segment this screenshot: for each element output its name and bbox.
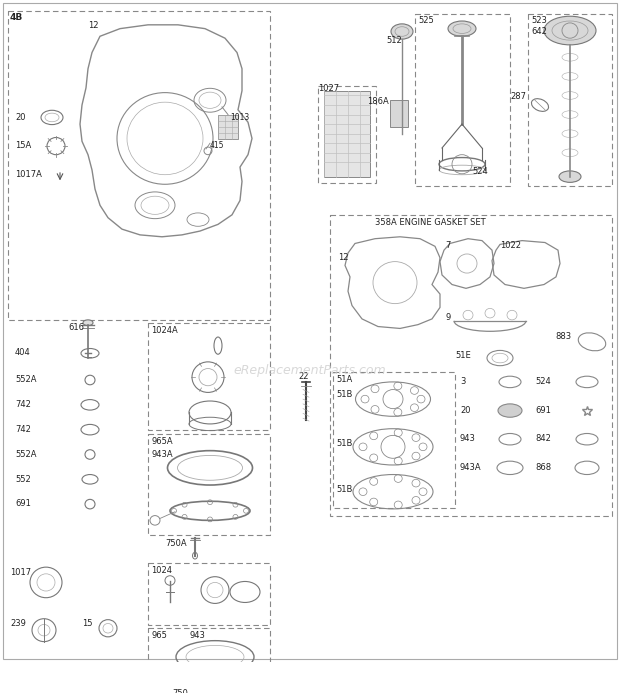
Ellipse shape <box>544 16 596 45</box>
FancyBboxPatch shape <box>324 91 370 177</box>
Text: 20: 20 <box>15 113 25 122</box>
Text: 358A ENGINE GASKET SET: 358A ENGINE GASKET SET <box>374 218 485 227</box>
Text: 965: 965 <box>151 631 167 640</box>
Text: eReplacementParts.com: eReplacementParts.com <box>234 364 386 377</box>
Text: 691: 691 <box>15 500 31 509</box>
Text: 22: 22 <box>298 372 309 381</box>
Text: 287: 287 <box>510 91 526 100</box>
Ellipse shape <box>391 24 413 39</box>
Text: 524: 524 <box>535 377 551 386</box>
Text: 742: 742 <box>15 425 31 434</box>
Text: 1017A: 1017A <box>15 170 42 179</box>
Text: 20: 20 <box>460 406 471 415</box>
Text: 742: 742 <box>15 400 31 409</box>
Text: 868: 868 <box>535 463 551 472</box>
Text: 750A: 750A <box>165 539 187 548</box>
Ellipse shape <box>448 21 476 36</box>
FancyBboxPatch shape <box>390 100 408 127</box>
Text: 943: 943 <box>190 631 206 640</box>
Text: 404: 404 <box>15 349 31 358</box>
Text: 943A: 943A <box>151 450 172 459</box>
Text: 524: 524 <box>472 167 488 176</box>
Text: 1024A: 1024A <box>151 326 178 335</box>
Ellipse shape <box>559 171 581 182</box>
Text: 1013: 1013 <box>230 113 249 122</box>
Text: 1017: 1017 <box>10 568 31 577</box>
Text: 842: 842 <box>535 435 551 444</box>
Text: 750: 750 <box>172 690 188 693</box>
Text: 552: 552 <box>15 475 31 484</box>
Text: 525: 525 <box>418 16 434 25</box>
Text: 415: 415 <box>210 141 224 150</box>
Text: 552A: 552A <box>15 375 37 384</box>
FancyBboxPatch shape <box>218 114 238 139</box>
Text: 1024: 1024 <box>151 566 172 575</box>
Text: 616: 616 <box>68 323 84 332</box>
Text: 552A: 552A <box>15 450 37 459</box>
Text: 51B: 51B <box>336 389 352 398</box>
Text: 186A: 186A <box>367 98 389 107</box>
Text: 943: 943 <box>460 435 476 444</box>
Text: 691: 691 <box>535 406 551 415</box>
Text: 51B: 51B <box>336 485 352 494</box>
Text: 51E: 51E <box>455 351 471 360</box>
Text: 7: 7 <box>445 240 450 249</box>
Text: 9: 9 <box>445 313 450 322</box>
Ellipse shape <box>83 320 93 326</box>
Text: 239: 239 <box>10 619 26 628</box>
Text: 15A: 15A <box>15 141 31 150</box>
Text: 965A: 965A <box>151 437 172 446</box>
Ellipse shape <box>498 404 522 417</box>
Text: 1022: 1022 <box>500 240 521 249</box>
Text: 943A: 943A <box>460 463 482 472</box>
Text: 4B: 4B <box>10 13 24 22</box>
Text: 3: 3 <box>460 377 466 386</box>
Text: 12: 12 <box>338 253 348 262</box>
Text: 51A: 51A <box>336 375 352 384</box>
Text: 12: 12 <box>88 21 99 30</box>
Text: 642: 642 <box>531 27 547 36</box>
Text: 1027: 1027 <box>318 84 339 93</box>
Text: 15: 15 <box>82 619 92 628</box>
Text: 512: 512 <box>386 36 402 45</box>
Text: 883: 883 <box>555 332 571 341</box>
Text: 523: 523 <box>531 16 547 25</box>
Text: 51B: 51B <box>336 439 352 448</box>
